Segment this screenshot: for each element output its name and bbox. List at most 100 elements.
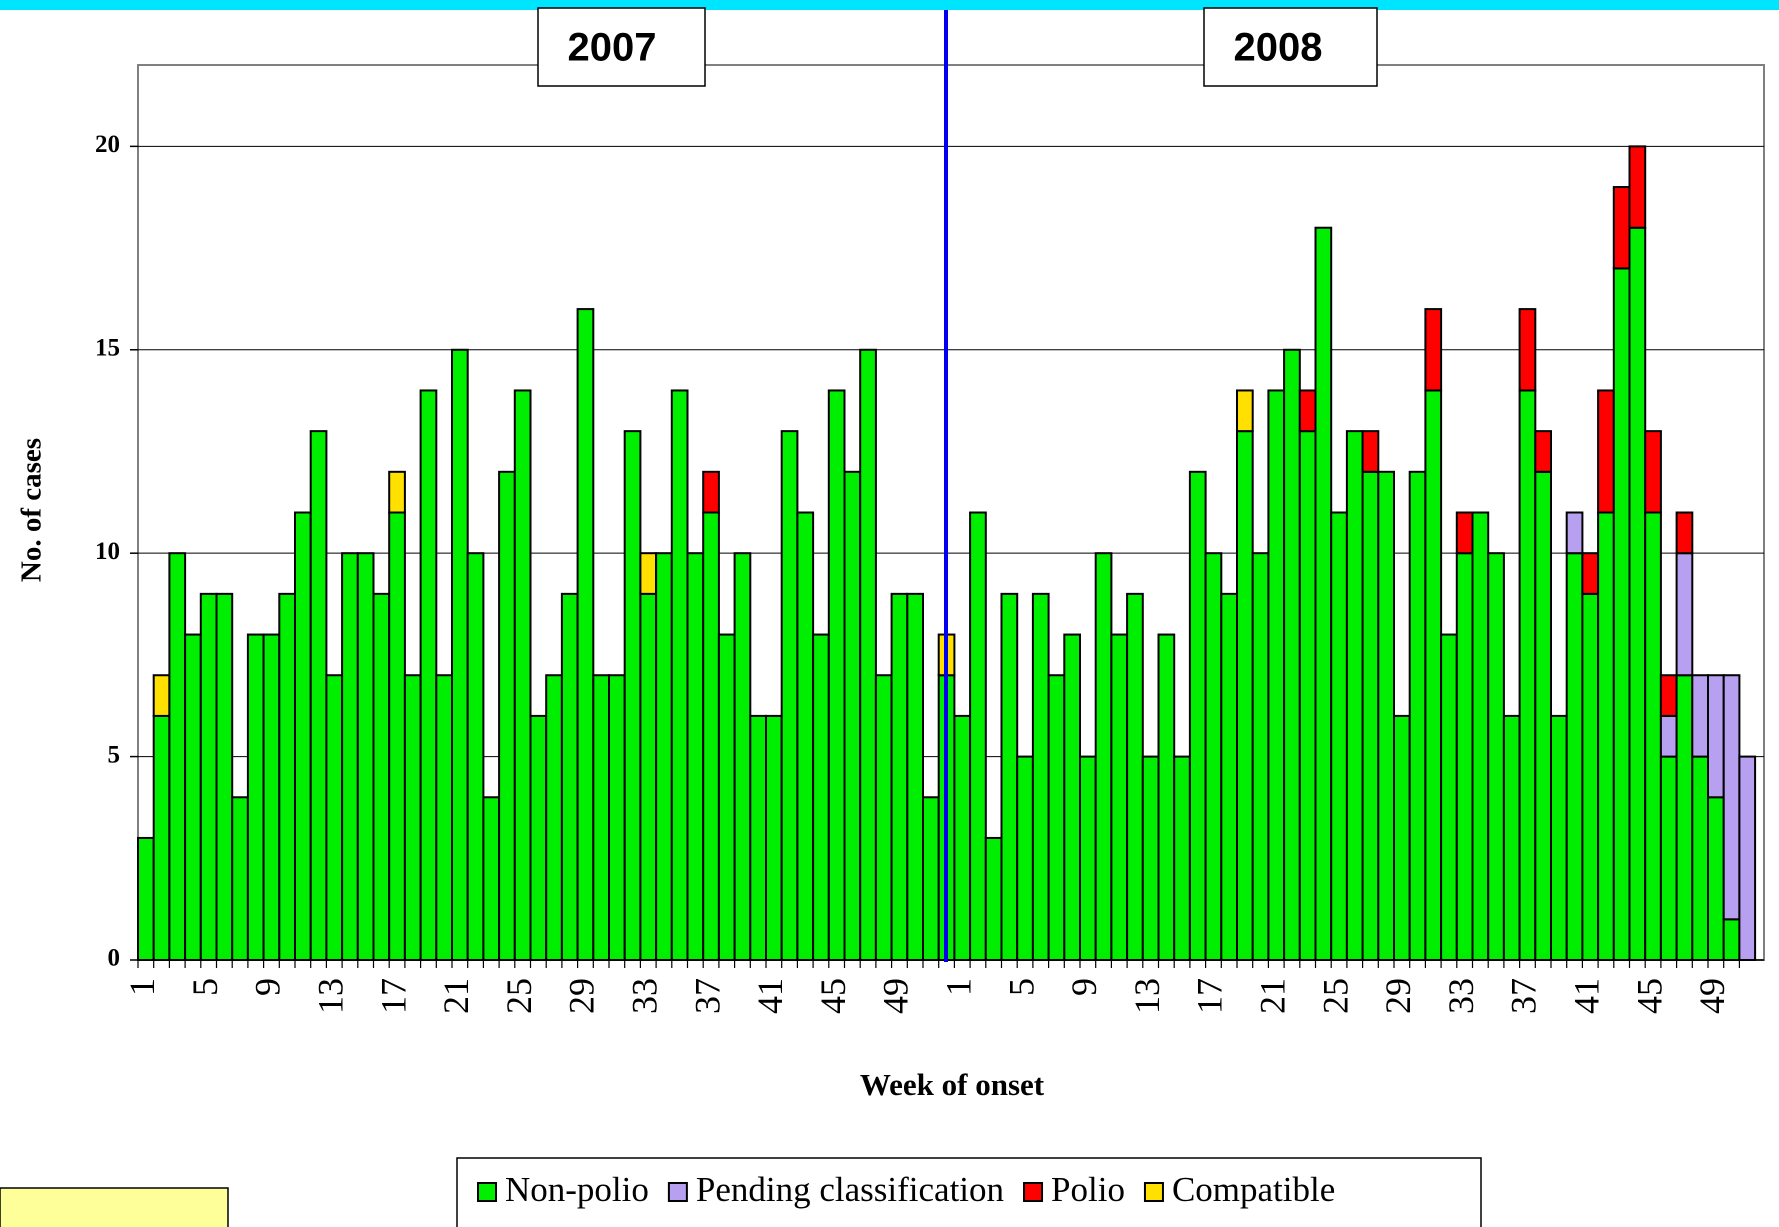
bar-segment (294, 511, 312, 961)
bar-segment (1707, 674, 1725, 799)
bar-segment (1047, 674, 1066, 962)
bar-segment (1722, 674, 1741, 921)
bar-segment (1188, 470, 1207, 961)
bar-segment (1707, 796, 1725, 961)
bar-segment (1722, 918, 1741, 961)
x-tick-label: 1 (122, 978, 162, 996)
bar-segment (1424, 308, 1443, 392)
bar-segment (655, 552, 673, 961)
bar-segment (1550, 714, 1568, 962)
bar-segment (1267, 389, 1286, 962)
x-tick-label: 13 (1127, 978, 1167, 1014)
bar-segment (812, 633, 830, 962)
bar-segment (890, 592, 909, 961)
x-tick-label: 21 (436, 978, 476, 1014)
note-box (0, 1187, 229, 1227)
bar-segment (1487, 552, 1505, 961)
bar-segment (686, 552, 705, 961)
bar-segment (560, 592, 579, 961)
x-axis-label: Week of onset (860, 1067, 1045, 1102)
bar-segment (1565, 552, 1584, 961)
bar-segment (733, 552, 752, 961)
annotation: 2008 (1234, 26, 1323, 70)
annotation-box (1203, 7, 1378, 87)
bar-segment (1565, 511, 1584, 555)
bar-segment (906, 592, 924, 961)
bar-segment (341, 552, 359, 961)
bar-segment (466, 552, 485, 961)
x-tick-label: 49 (876, 978, 916, 1014)
bar-segment (137, 836, 155, 961)
x-tick-label: 45 (813, 978, 853, 1014)
y-tick-label: 10 (95, 538, 120, 565)
x-tick-label: 25 (499, 978, 539, 1014)
y-tick-label: 15 (95, 335, 120, 362)
bar-segment (231, 796, 249, 961)
x-tick-label: 13 (311, 978, 351, 1014)
x-tick-label: 49 (1692, 978, 1732, 1014)
bar-segment (1612, 186, 1631, 270)
bar-segment (1157, 633, 1176, 962)
bar-segment (1644, 430, 1662, 514)
bar-segment (984, 836, 1003, 961)
bar-segment (1236, 430, 1254, 961)
bar-segment (451, 348, 469, 962)
legend-swatch (1023, 1182, 1044, 1202)
bar-segment (1612, 267, 1631, 961)
x-tick-label: 33 (625, 978, 665, 1014)
y-tick-label: 0 (108, 945, 121, 972)
bar-segment (168, 552, 187, 961)
bar-segment (184, 633, 202, 962)
bar-segment (1251, 552, 1270, 961)
bar-segment (608, 674, 626, 962)
bar-segment (1502, 714, 1521, 962)
bar-segment (388, 470, 406, 514)
x-tick-label: 25 (1315, 978, 1355, 1014)
x-tick-label: 17 (1190, 978, 1230, 1014)
bar-segment (1581, 552, 1600, 595)
bar-segment (1518, 389, 1537, 962)
legend-box (456, 1157, 1482, 1227)
legend: Non-polio Pending classification Polio Comp… (477, 1170, 1335, 1209)
bar-segment (215, 592, 234, 961)
bar-segment (262, 633, 281, 962)
bar-segment (388, 511, 406, 961)
legend-swatch (477, 1182, 497, 1202)
bar-segment (1361, 430, 1380, 473)
bar-segment (1518, 308, 1537, 392)
x-tick-label: 37 (1504, 978, 1544, 1014)
annotation: 2007 (568, 26, 657, 70)
bar-segment (639, 592, 658, 961)
bar-segment (1628, 226, 1647, 961)
bar-segment (1644, 511, 1662, 961)
bar-segment (1534, 470, 1553, 961)
bar-segment (702, 511, 720, 961)
bar-segment (749, 714, 767, 962)
bar-segment (498, 470, 516, 961)
y-axis-label: No. of cases (16, 438, 48, 582)
bar-segment (435, 674, 453, 962)
bar-segment (780, 430, 799, 961)
x-tick-label: 9 (1064, 978, 1104, 996)
bar-segment (1016, 755, 1034, 961)
bar-segment (246, 633, 265, 962)
x-tick-label: 33 (1441, 978, 1481, 1014)
x-tick-label: 21 (1253, 978, 1293, 1014)
bar-segment (1408, 470, 1427, 961)
bar-segment (765, 714, 783, 962)
bar-segment (827, 389, 846, 962)
legend-label: Non-polio (505, 1170, 649, 1209)
bar-segment (843, 470, 862, 961)
bar-segment (1393, 714, 1411, 962)
bar-segment (325, 674, 344, 962)
bar-segment (403, 674, 422, 962)
bar-segment (529, 714, 548, 962)
x-tick-label: 1 (939, 978, 979, 996)
bar-segment (1691, 674, 1710, 758)
bar-segment (702, 470, 720, 514)
x-tick-label: 29 (1378, 978, 1418, 1014)
legend-swatch (667, 1182, 688, 1202)
bar-segment (1314, 226, 1333, 961)
bar-segment (1659, 714, 1678, 758)
